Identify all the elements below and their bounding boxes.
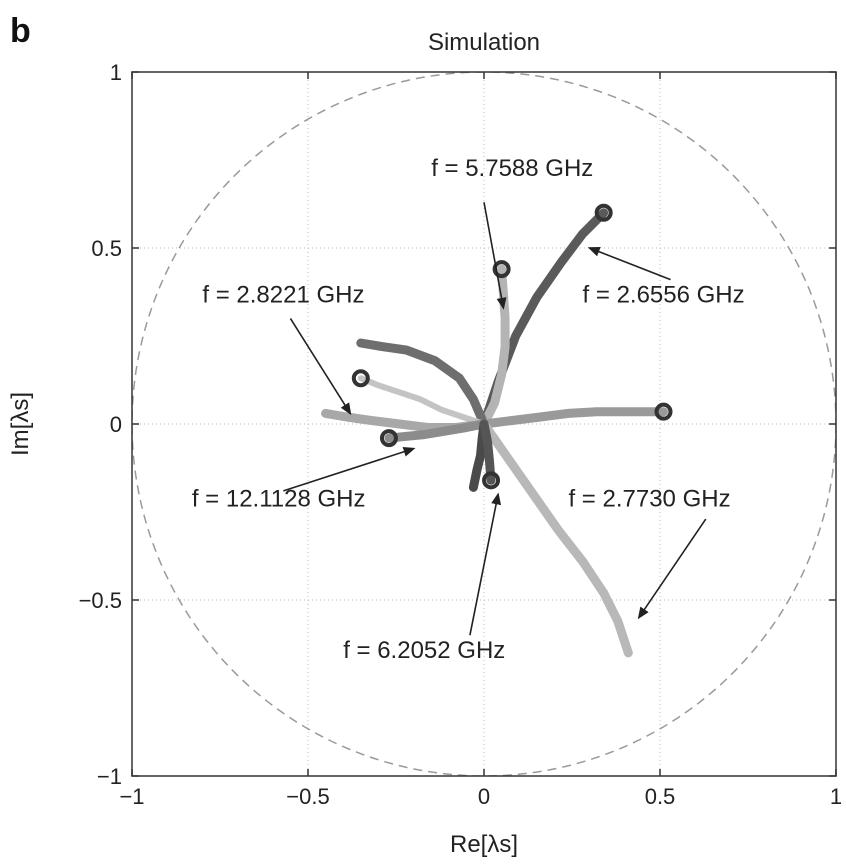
chart-title: Simulation bbox=[428, 29, 540, 56]
start-marker-0 bbox=[594, 203, 613, 222]
trajectory-5 bbox=[384, 419, 489, 443]
x-axis-label: Re[λs] bbox=[450, 831, 518, 858]
x-tick-label-1: −0.5 bbox=[286, 784, 329, 809]
x-tick-label-3: 0.5 bbox=[645, 784, 676, 809]
annotation-arrow-5 bbox=[637, 518, 707, 620]
y-tick-label-2: 0 bbox=[110, 412, 122, 437]
annotation-arrow-4 bbox=[469, 492, 502, 636]
annotation-label-2: f = 2.8221 GHz bbox=[202, 282, 364, 309]
y-tick-label-3: 0.5 bbox=[91, 236, 122, 261]
annotation-label-4: f = 6.2052 GHz bbox=[343, 637, 505, 664]
annotation-label-3: f = 12.1128 GHz bbox=[192, 486, 366, 513]
start-marker-3 bbox=[351, 369, 370, 388]
trajectory-2 bbox=[356, 338, 489, 429]
start-marker-6 bbox=[654, 402, 673, 421]
trajectory-6 bbox=[479, 407, 668, 429]
trajectory-7 bbox=[479, 419, 633, 658]
trajectory-1 bbox=[479, 264, 510, 429]
x-tick-label-2: 0 bbox=[478, 784, 490, 809]
y-axis-label: Im[λs] bbox=[7, 392, 34, 456]
y-tick-label-1: −0.5 bbox=[79, 588, 122, 613]
annotation-label-0: f = 5.7588 GHz bbox=[431, 155, 593, 182]
x-tick-label-4: 1 bbox=[830, 784, 842, 809]
x-tick-label-0: −1 bbox=[119, 784, 144, 809]
trajectory-3 bbox=[357, 375, 487, 427]
panel-label: b bbox=[10, 12, 31, 50]
start-marker-1 bbox=[492, 260, 511, 279]
y-tick-label-0: −1 bbox=[97, 764, 122, 789]
start-marker-5 bbox=[379, 429, 398, 448]
start-marker-9 bbox=[482, 471, 501, 490]
annotation-arrow-0 bbox=[483, 202, 507, 310]
annotation-arrow-3 bbox=[283, 446, 416, 492]
annotation-arrow-2 bbox=[289, 317, 352, 416]
trajectory-9 bbox=[479, 419, 496, 485]
annotation-arrow-1 bbox=[587, 246, 671, 281]
annotation-label-5: f = 2.7730 GHz bbox=[568, 486, 730, 513]
annotation-label-1: f = 2.6556 GHz bbox=[583, 282, 745, 309]
y-tick-label-4: 1 bbox=[110, 60, 122, 85]
